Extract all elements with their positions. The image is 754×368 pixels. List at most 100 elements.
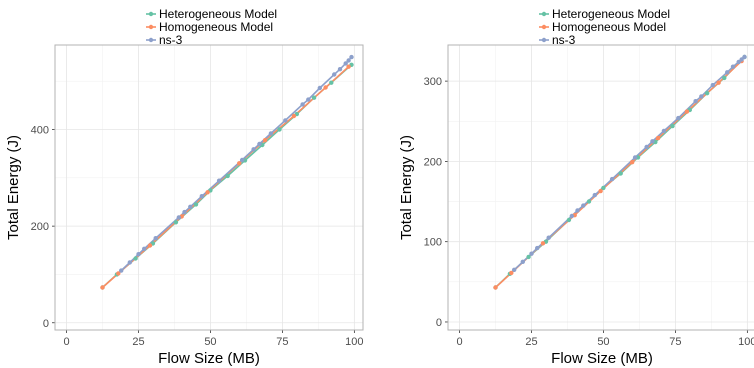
data-point xyxy=(147,243,153,248)
legend-key-point xyxy=(148,24,154,30)
x-tick-label: 0 xyxy=(456,336,462,348)
y-tick-label: 300 xyxy=(424,76,442,88)
data-point xyxy=(661,128,667,134)
y-tick-label: 0 xyxy=(43,318,49,330)
data-point xyxy=(329,80,334,85)
data-point xyxy=(609,176,615,182)
data-point xyxy=(257,141,262,147)
plot-area xyxy=(448,45,754,330)
data-point xyxy=(650,139,655,144)
data-point xyxy=(262,138,268,143)
data-point xyxy=(736,59,741,65)
data-point xyxy=(739,57,744,62)
legend-label: ns-3 xyxy=(159,33,183,47)
y-tick-label: 400 xyxy=(31,125,49,137)
legend-key-point xyxy=(541,24,547,30)
data-point xyxy=(283,118,288,123)
data-point xyxy=(239,157,245,163)
data-point xyxy=(512,267,517,272)
data-point xyxy=(566,217,572,223)
x-tick-label: 0 xyxy=(63,336,69,348)
data-point xyxy=(332,72,337,77)
data-point xyxy=(173,220,179,225)
data-point xyxy=(540,241,546,246)
data-point xyxy=(526,254,531,260)
data-point xyxy=(529,251,534,256)
data-point xyxy=(684,109,690,114)
data-point xyxy=(655,135,661,141)
data-point xyxy=(586,199,592,204)
legend-label: Heterogeneous Model xyxy=(159,7,277,21)
legend-label: ns-3 xyxy=(552,33,576,47)
data-point xyxy=(509,270,514,276)
legend-label: Homogeneous Model xyxy=(159,20,273,34)
data-point xyxy=(153,236,158,241)
data-point xyxy=(710,82,715,88)
x-axis-title: Flow Size (MB) xyxy=(158,350,260,367)
x-tick-label: 25 xyxy=(525,336,537,348)
data-point xyxy=(268,131,274,136)
data-point xyxy=(601,185,606,191)
data-point xyxy=(520,259,525,264)
data-point xyxy=(346,64,351,69)
data-point xyxy=(699,94,704,99)
x-tick-label: 75 xyxy=(276,336,288,348)
x-tick-label: 50 xyxy=(204,336,216,348)
data-point xyxy=(116,271,121,276)
data-point xyxy=(142,246,147,251)
data-point xyxy=(127,260,132,265)
y-tick-label: 100 xyxy=(424,237,442,249)
x-tick-label: 25 xyxy=(132,336,144,348)
legend-key-point xyxy=(148,11,154,17)
data-point xyxy=(205,190,210,195)
data-point xyxy=(119,268,124,273)
y-tick-label: 200 xyxy=(424,156,442,168)
plot-area xyxy=(55,45,363,330)
data-point xyxy=(133,256,138,261)
x-tick-label: 100 xyxy=(738,336,754,348)
plot-border xyxy=(447,44,754,331)
y-axis-title: Total Energy (J) xyxy=(398,135,415,240)
plot-border xyxy=(54,44,364,331)
data-point xyxy=(742,54,747,60)
y-tick-label: 0 xyxy=(436,317,442,329)
x-tick-label: 50 xyxy=(597,336,609,348)
data-point xyxy=(225,173,230,179)
y-axis-title: Total Energy (J) xyxy=(5,135,22,240)
data-point xyxy=(581,203,586,208)
data-point xyxy=(188,204,193,209)
data-point xyxy=(575,208,580,213)
data-point xyxy=(306,97,311,102)
data-point xyxy=(216,178,222,183)
data-point xyxy=(598,188,603,194)
data-point xyxy=(644,144,649,150)
data-point xyxy=(535,245,540,251)
data-point xyxy=(343,61,348,66)
data-point xyxy=(291,113,297,119)
data-point xyxy=(725,70,730,75)
data-point xyxy=(136,252,141,257)
data-point xyxy=(569,213,574,219)
data-point xyxy=(704,91,710,96)
data-point xyxy=(670,123,675,129)
data-point xyxy=(199,194,204,199)
data-point xyxy=(632,155,638,160)
data-point xyxy=(100,285,105,290)
x-tick-label: 100 xyxy=(345,336,363,348)
data-point xyxy=(716,80,721,85)
data-point xyxy=(237,161,242,166)
data-point xyxy=(311,95,317,100)
x-axis-title: Flow Size (MB) xyxy=(551,350,653,367)
data-point xyxy=(722,75,727,81)
data-point xyxy=(592,192,597,198)
data-point xyxy=(618,171,623,176)
data-point xyxy=(323,85,328,90)
legend-key-point xyxy=(541,37,547,43)
data-point xyxy=(182,209,187,215)
data-point xyxy=(346,58,351,63)
chart-panel-1: 0 25 50 75 100 0 200 400 Flow Size (MB) Total Ene… xyxy=(5,7,364,367)
legend-key-point xyxy=(541,11,547,17)
